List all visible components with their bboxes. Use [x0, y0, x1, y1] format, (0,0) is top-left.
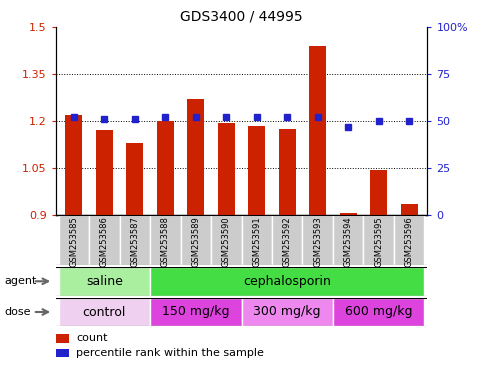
Text: GSM253593: GSM253593 [313, 217, 322, 267]
Text: GSM253591: GSM253591 [252, 217, 261, 267]
Bar [211, 215, 242, 265]
Bar [89, 215, 120, 265]
Bar [150, 215, 181, 265]
Bar [150, 267, 425, 296]
Bar [363, 215, 394, 265]
Text: GSM253587: GSM253587 [130, 217, 139, 267]
Text: percentile rank within the sample: percentile rank within the sample [76, 348, 264, 358]
Bar [302, 215, 333, 265]
Bar [150, 298, 242, 326]
Bar [56, 349, 69, 357]
Text: GSM253596: GSM253596 [405, 217, 413, 267]
Bar [394, 215, 425, 265]
Text: cephalosporin: cephalosporin [243, 275, 331, 288]
Bar [242, 298, 333, 326]
Text: GSM253590: GSM253590 [222, 217, 231, 267]
Text: 300 mg/kg: 300 mg/kg [254, 306, 321, 318]
Bar [120, 215, 150, 265]
Text: dose: dose [5, 307, 31, 317]
Bar [157, 121, 174, 215]
Text: control: control [83, 306, 126, 318]
Text: 150 mg/kg: 150 mg/kg [162, 306, 229, 318]
Text: GDS3400 / 44995: GDS3400 / 44995 [180, 10, 303, 23]
Text: count: count [76, 333, 108, 343]
Bar [370, 170, 387, 215]
Bar [333, 215, 363, 265]
Bar [96, 131, 113, 215]
Text: GSM253594: GSM253594 [344, 217, 353, 267]
Bar [248, 126, 265, 215]
Text: 600 mg/kg: 600 mg/kg [345, 306, 412, 318]
Text: GSM253589: GSM253589 [191, 217, 200, 267]
Bar [340, 214, 356, 215]
Text: GSM253585: GSM253585 [70, 217, 78, 267]
Bar [401, 204, 417, 215]
Text: saline: saline [86, 275, 123, 288]
Bar [309, 46, 326, 215]
Bar [272, 215, 302, 265]
Text: agent: agent [5, 276, 37, 286]
Bar [58, 298, 150, 326]
Bar [58, 267, 150, 296]
Text: GSM253595: GSM253595 [374, 217, 383, 267]
Text: GSM253588: GSM253588 [161, 217, 170, 267]
Bar [127, 143, 143, 215]
Bar [218, 122, 235, 215]
Bar [58, 215, 89, 265]
Text: GSM253592: GSM253592 [283, 217, 292, 267]
Bar [242, 215, 272, 265]
Text: GSM253586: GSM253586 [100, 217, 109, 267]
Bar [333, 298, 425, 326]
Bar [56, 334, 69, 343]
Bar [279, 129, 296, 215]
Bar [66, 115, 82, 215]
Bar [187, 99, 204, 215]
Bar [181, 215, 211, 265]
